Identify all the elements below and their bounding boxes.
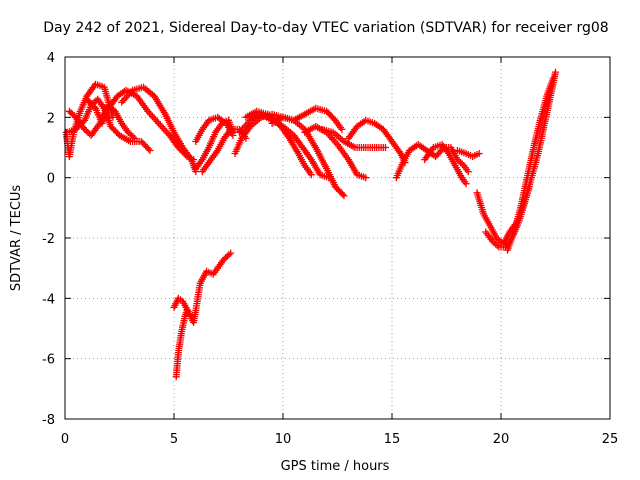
data-point (488, 237, 496, 245)
chart-title: Day 242 of 2021, Sidereal Day-to-day VTE… (43, 20, 608, 36)
data-point (163, 128, 170, 136)
data-point (90, 103, 98, 111)
series-arc15 (344, 116, 409, 167)
data-point (65, 107, 73, 115)
y-tick-label: 4 (47, 51, 55, 66)
y-tick-label: -2 (42, 232, 55, 247)
data-point (223, 252, 231, 260)
data-point (229, 131, 237, 139)
data-point (227, 249, 235, 257)
y-tick-label: -4 (42, 292, 55, 307)
series-arc17 (421, 141, 470, 188)
data-point (126, 130, 134, 138)
data-point (464, 168, 472, 176)
series-arc23 (172, 306, 191, 381)
data-point (382, 144, 389, 151)
data-point (339, 190, 347, 198)
data-point (338, 125, 346, 133)
data-point (82, 127, 90, 135)
series-arc5 (118, 83, 200, 176)
data-point (145, 145, 153, 153)
data-point (362, 174, 370, 182)
y-tick-label: 2 (47, 111, 55, 126)
y-tick-label: -6 (42, 353, 55, 368)
x-axis: 0 5 10 15 20 25 (61, 57, 618, 447)
data-point (475, 150, 483, 157)
data-point (158, 123, 166, 131)
x-tick-label: 5 (170, 432, 178, 447)
data-point (549, 74, 557, 82)
data-point (457, 159, 465, 167)
data-point (458, 160, 466, 168)
data-point (183, 306, 191, 314)
data-point (131, 134, 139, 142)
series-arc11 (242, 107, 315, 179)
series-arc3 (65, 101, 139, 142)
y-axis-label: SDTVAR / TECUs (9, 185, 24, 292)
data-point (307, 171, 315, 179)
y-tick-label: -8 (42, 413, 55, 428)
series-arc4 (83, 86, 198, 164)
x-axis-label: GPS time / hours (281, 459, 390, 474)
series-arc14 (318, 125, 389, 151)
y-axis: -8 -6 -4 -2 0 2 4 (42, 51, 610, 428)
x-tick-label: 10 (275, 432, 292, 447)
data-point (128, 131, 135, 139)
data-point (496, 237, 504, 245)
x-tick-label: 0 (61, 432, 69, 447)
x-tick-label: 15 (384, 432, 401, 447)
series-arc22 (170, 249, 235, 326)
series-arc18 (453, 147, 483, 161)
x-tick-label: 25 (602, 432, 619, 447)
data-point (146, 147, 154, 154)
data-points-layer (62, 68, 559, 381)
data-point (222, 254, 230, 262)
data-point (493, 242, 501, 249)
data-point (462, 180, 470, 188)
y-tick-label: 0 (47, 172, 55, 187)
data-point (494, 236, 502, 243)
data-point (490, 239, 498, 246)
series-arc6 (192, 116, 237, 173)
series-arc21 (504, 74, 557, 254)
data-point (67, 109, 75, 117)
data-point (340, 192, 348, 200)
data-point (552, 68, 559, 76)
x-tick-label: 20 (493, 432, 510, 447)
series-arc2 (63, 95, 154, 154)
